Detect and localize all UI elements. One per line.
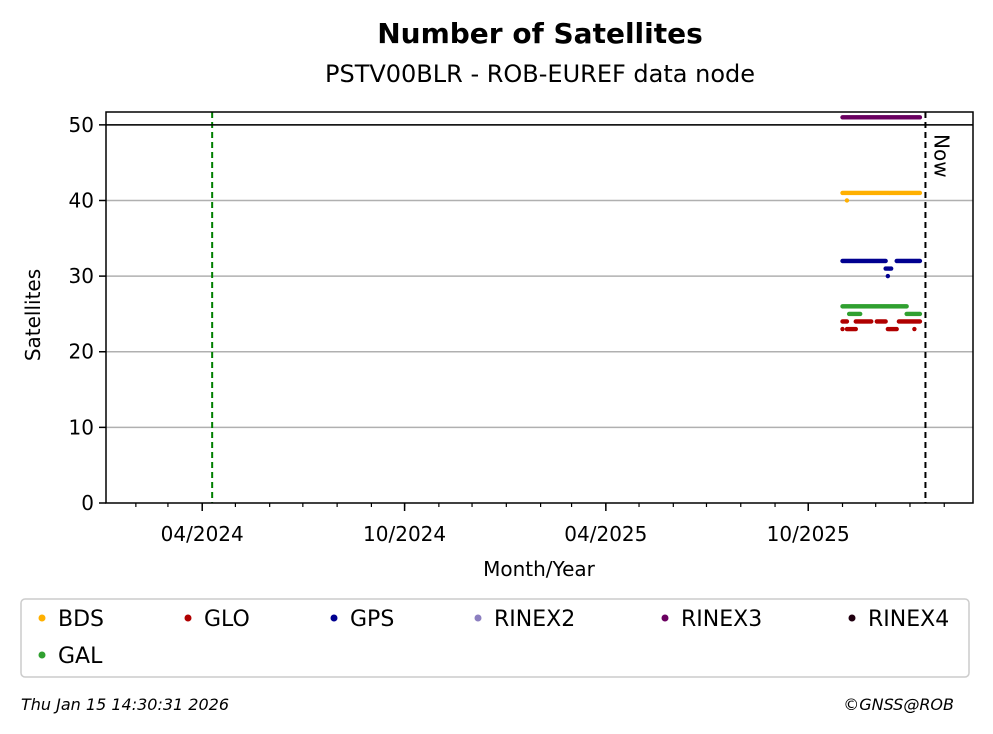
data-point <box>917 311 923 317</box>
legend-label: GPS <box>350 607 394 632</box>
data-point <box>883 319 888 324</box>
y-tick-label: 10 <box>69 415 94 439</box>
now-label: Now <box>929 134 953 178</box>
data-point <box>885 273 891 279</box>
data-points <box>840 115 923 332</box>
legend-label: BDS <box>58 607 104 632</box>
legend-label: RINEX2 <box>494 607 575 632</box>
legend-marker <box>474 614 482 622</box>
legend-label: GLO <box>204 607 250 632</box>
legend-marker <box>330 614 338 622</box>
data-point <box>894 326 899 332</box>
data-point <box>853 326 858 332</box>
footer-credit: ©GNSS@ROB <box>843 695 954 714</box>
legend-marker <box>38 614 46 622</box>
reference-lines <box>106 112 973 503</box>
data-point <box>917 319 923 324</box>
data-point <box>869 319 874 324</box>
legend-marker <box>38 651 46 659</box>
data-point <box>858 311 863 317</box>
y-tick-label: 20 <box>69 340 94 364</box>
plot-frame <box>105 111 974 504</box>
data-point <box>917 258 923 264</box>
data-point <box>883 258 888 264</box>
data-point <box>888 266 894 271</box>
y-axis-label: Satellites <box>21 269 45 361</box>
grid-lines <box>106 124 973 429</box>
legend-marker <box>661 614 669 622</box>
legend: BDS GLO GPS RINEX2 RINEX3 RINEX4 GAL <box>38 607 949 669</box>
data-point <box>844 198 850 203</box>
x-axis-label: Month/Year <box>483 557 596 581</box>
legend-label: RINEX3 <box>681 607 762 632</box>
x-tick-label: 04/2025 <box>564 522 647 546</box>
footer-timestamp: Thu Jan 15 14:30:31 2026 <box>21 695 229 714</box>
x-tick-label: 10/2024 <box>363 522 446 546</box>
y-tick-label: 40 <box>69 188 94 212</box>
x-axis: 04/2024 10/2024 04/2025 10/2025 <box>135 503 945 546</box>
y-tick-label: 30 <box>69 264 94 288</box>
y-tick-label: 50 <box>69 113 94 137</box>
data-point <box>840 326 845 332</box>
chart-subtitle: PSTV00BLR - ROB-EUREF data node <box>325 60 755 88</box>
data-point <box>917 190 923 196</box>
y-axis: 0 10 20 30 40 50 <box>69 113 106 515</box>
chart-title: Number of Satellites <box>377 17 703 50</box>
data-point <box>917 115 923 120</box>
data-point <box>844 319 850 324</box>
data-point <box>912 326 917 332</box>
data-point <box>904 304 909 309</box>
x-tick-label: 10/2025 <box>767 522 850 546</box>
legend-marker <box>848 614 856 622</box>
legend-label: GAL <box>58 644 103 669</box>
legend-box <box>20 598 970 678</box>
x-tick-label: 04/2024 <box>161 522 244 546</box>
legend-label: RINEX4 <box>868 607 949 632</box>
legend-marker <box>184 614 192 622</box>
y-tick-label: 0 <box>81 491 94 515</box>
